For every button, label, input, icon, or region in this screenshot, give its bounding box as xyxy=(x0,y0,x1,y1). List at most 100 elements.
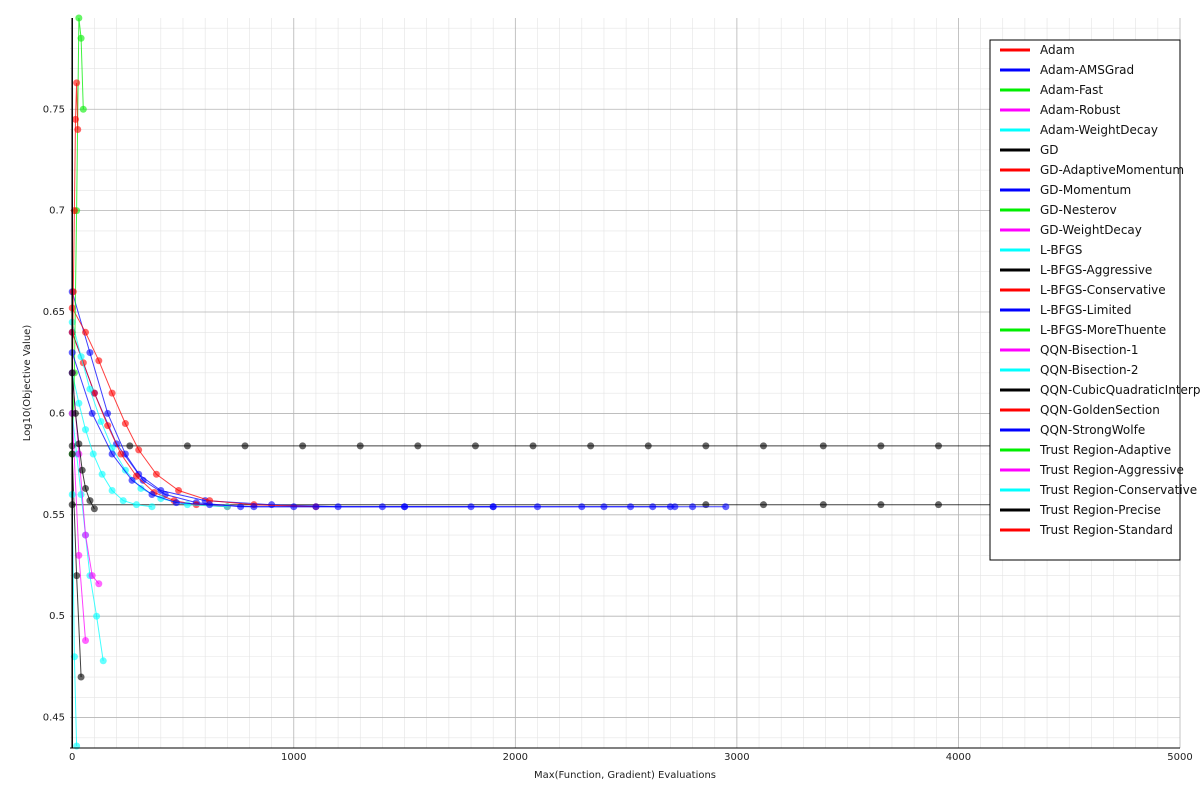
series-point xyxy=(75,450,83,458)
series-point xyxy=(644,442,652,450)
y-tick-label: 0.7 xyxy=(49,206,65,217)
x-tick-label: 4000 xyxy=(946,752,971,763)
series-point xyxy=(702,442,710,450)
series-point xyxy=(73,79,81,87)
series-point xyxy=(183,501,191,509)
legend-label: Trust Region-Conservative xyxy=(1039,483,1197,497)
legend-label: Adam-Fast xyxy=(1040,83,1103,97)
series-point xyxy=(877,442,885,450)
series-point xyxy=(82,328,90,336)
series-point xyxy=(877,501,885,509)
series-point xyxy=(95,580,103,588)
series-point xyxy=(126,442,134,450)
series-point xyxy=(627,503,635,511)
x-tick-label: 5000 xyxy=(1167,752,1192,763)
minor-grid xyxy=(70,18,1180,748)
legend-label: QQN-GoldenSection xyxy=(1040,403,1160,417)
series-point xyxy=(759,442,767,450)
series-point xyxy=(75,14,83,22)
series-point xyxy=(89,450,97,458)
legend-label: GD xyxy=(1040,143,1059,157)
series-point xyxy=(152,470,160,478)
axes xyxy=(70,18,1180,749)
series-point xyxy=(74,126,82,134)
series-point xyxy=(529,442,537,450)
series-point xyxy=(312,503,320,511)
legend-label: GD-AdaptiveMomentum xyxy=(1040,163,1184,177)
legend-label: Trust Region-Aggressive xyxy=(1039,463,1184,477)
legend-label: L-BFGS-MoreThuente xyxy=(1040,323,1166,337)
legend-label: Trust Region-Precise xyxy=(1039,503,1161,517)
series-point xyxy=(72,409,80,417)
series-point xyxy=(77,673,85,681)
legend-label: L-BFGS-Limited xyxy=(1040,303,1132,317)
legend-label: Adam-Robust xyxy=(1040,103,1121,117)
series-point xyxy=(108,450,116,458)
legend-label: L-BFGS-Aggressive xyxy=(1040,263,1152,277)
series-point xyxy=(139,476,147,484)
series-point xyxy=(82,426,90,434)
series-point xyxy=(489,503,497,511)
x-tick-label: 2000 xyxy=(503,752,528,763)
series-point xyxy=(77,491,85,499)
series-point xyxy=(69,288,77,296)
series-point xyxy=(86,385,94,393)
series-point xyxy=(72,115,80,123)
series-point xyxy=(82,484,90,492)
series-point xyxy=(649,503,657,511)
series-point xyxy=(98,470,106,478)
series-point xyxy=(132,472,140,480)
legend-box xyxy=(989,39,1181,561)
y-tick-label: 0.75 xyxy=(43,104,65,115)
series-point xyxy=(819,501,827,509)
series-point xyxy=(128,476,136,484)
series-point xyxy=(223,503,231,511)
series-point xyxy=(121,420,129,428)
series-point xyxy=(75,440,83,448)
legend-label: Trust Region-Adaptive xyxy=(1039,443,1171,457)
series-point xyxy=(206,501,214,509)
legend-label: GD-Nesterov xyxy=(1040,203,1117,217)
series-point xyxy=(78,466,86,474)
series-point xyxy=(241,442,249,450)
series-point xyxy=(671,503,679,511)
series-point xyxy=(79,359,87,367)
series-point xyxy=(587,442,595,450)
y-axis-title: Log10(Objective Value) xyxy=(22,325,33,442)
series-point xyxy=(175,486,183,494)
series-point xyxy=(77,34,85,42)
series-point xyxy=(183,442,191,450)
y-tick-label: 0.45 xyxy=(43,713,65,724)
series-point xyxy=(689,503,697,511)
legend-label: GD-WeightDecay xyxy=(1040,223,1142,237)
series-point xyxy=(77,353,85,361)
series-point xyxy=(299,442,307,450)
legend-label: QQN-CubicQuadraticInterpolation xyxy=(1040,383,1200,397)
series-point xyxy=(172,499,180,507)
series-point xyxy=(119,497,127,505)
series-point xyxy=(86,497,94,505)
x-tick-label: 3000 xyxy=(724,752,749,763)
x-tick-label: 0 xyxy=(69,752,75,763)
series-point xyxy=(471,442,479,450)
series-point xyxy=(137,484,145,492)
legend-label: Adam xyxy=(1040,43,1075,57)
series-point xyxy=(104,409,112,417)
series-point xyxy=(148,491,156,499)
x-axis-title: Max(Function, Gradient) Evaluations xyxy=(534,770,716,781)
legend-label: GD-Momentum xyxy=(1040,183,1131,197)
series-point xyxy=(108,486,116,494)
series-point xyxy=(93,612,101,620)
series-point xyxy=(414,442,422,450)
series-point xyxy=(108,389,116,397)
series-point xyxy=(237,503,245,511)
series-point xyxy=(148,503,156,511)
series-point xyxy=(759,501,767,509)
series-point xyxy=(117,450,125,458)
legend-label: QQN-Bisection-2 xyxy=(1040,363,1139,377)
series-point xyxy=(82,531,90,539)
series-point xyxy=(95,357,103,365)
series-point xyxy=(132,501,140,509)
series-point xyxy=(75,551,83,559)
